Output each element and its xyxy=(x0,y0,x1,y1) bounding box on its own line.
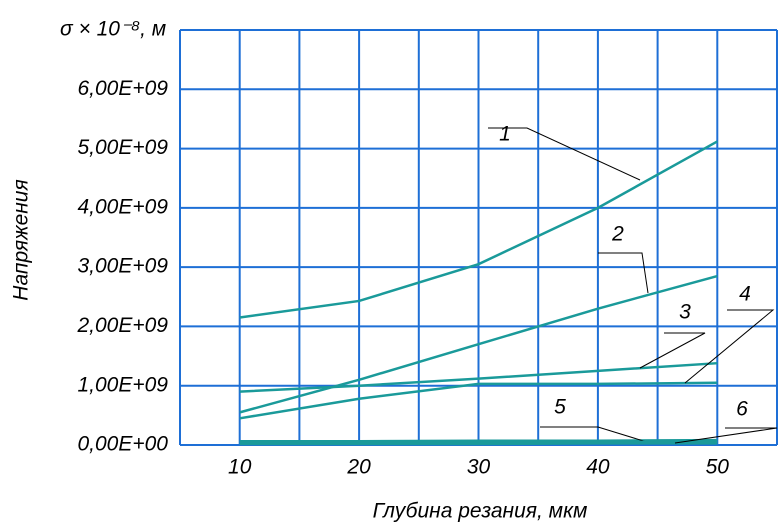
leader-line xyxy=(598,252,649,294)
y-tick-label: 4,00E+09 xyxy=(77,195,168,218)
x-tick-label: 40 xyxy=(586,456,610,479)
leader-line xyxy=(488,127,641,181)
y-axis-label: Напряжения xyxy=(10,179,33,300)
leader-line xyxy=(684,309,775,384)
y-tick-label: 3,00E+09 xyxy=(77,255,168,278)
y-tick-label: 0,00E+00 xyxy=(77,433,168,456)
x-tick-label: 10 xyxy=(228,456,252,479)
y-unit-label: σ × 10⁻⁸, м xyxy=(60,18,166,41)
y-tick-label: 5,00E+09 xyxy=(77,136,168,159)
series-line xyxy=(239,361,718,393)
series-label: 3 xyxy=(679,301,691,324)
series-line xyxy=(239,274,718,414)
series-line xyxy=(239,381,718,420)
leader-line xyxy=(674,427,778,444)
series-label: 6 xyxy=(736,398,748,421)
series-label: 4 xyxy=(739,283,751,306)
x-tick-label: 30 xyxy=(467,456,491,479)
leader-line xyxy=(639,332,706,369)
x-tick-label: 20 xyxy=(346,456,371,479)
leader-line xyxy=(540,426,651,444)
y-tick-label: 6,00E+09 xyxy=(77,77,168,100)
series-line xyxy=(239,140,718,319)
x-tick-label: 50 xyxy=(706,456,730,479)
x-axis-label: Глубина резания, мкм xyxy=(373,500,588,523)
y-tick-label: 2,00E+09 xyxy=(76,314,168,337)
series-label: 5 xyxy=(554,396,566,419)
series-line xyxy=(239,440,718,446)
series-label: 2 xyxy=(611,223,624,246)
series-label: 1 xyxy=(499,123,511,146)
y-tick-label: 1,00E+09 xyxy=(77,373,168,396)
